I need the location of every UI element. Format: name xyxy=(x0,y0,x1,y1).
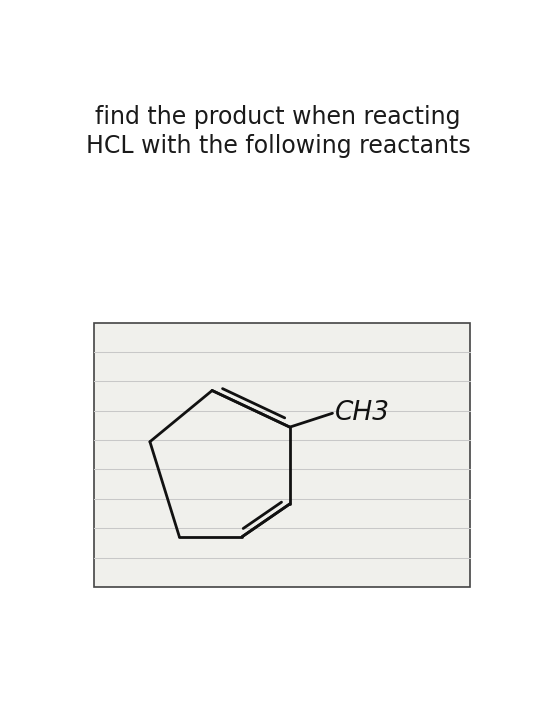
Text: CH3: CH3 xyxy=(335,400,390,426)
Text: find the product when reacting: find the product when reacting xyxy=(95,105,461,129)
Bar xyxy=(94,323,470,587)
Text: HCL with the following reactants: HCL with the following reactants xyxy=(86,134,470,158)
